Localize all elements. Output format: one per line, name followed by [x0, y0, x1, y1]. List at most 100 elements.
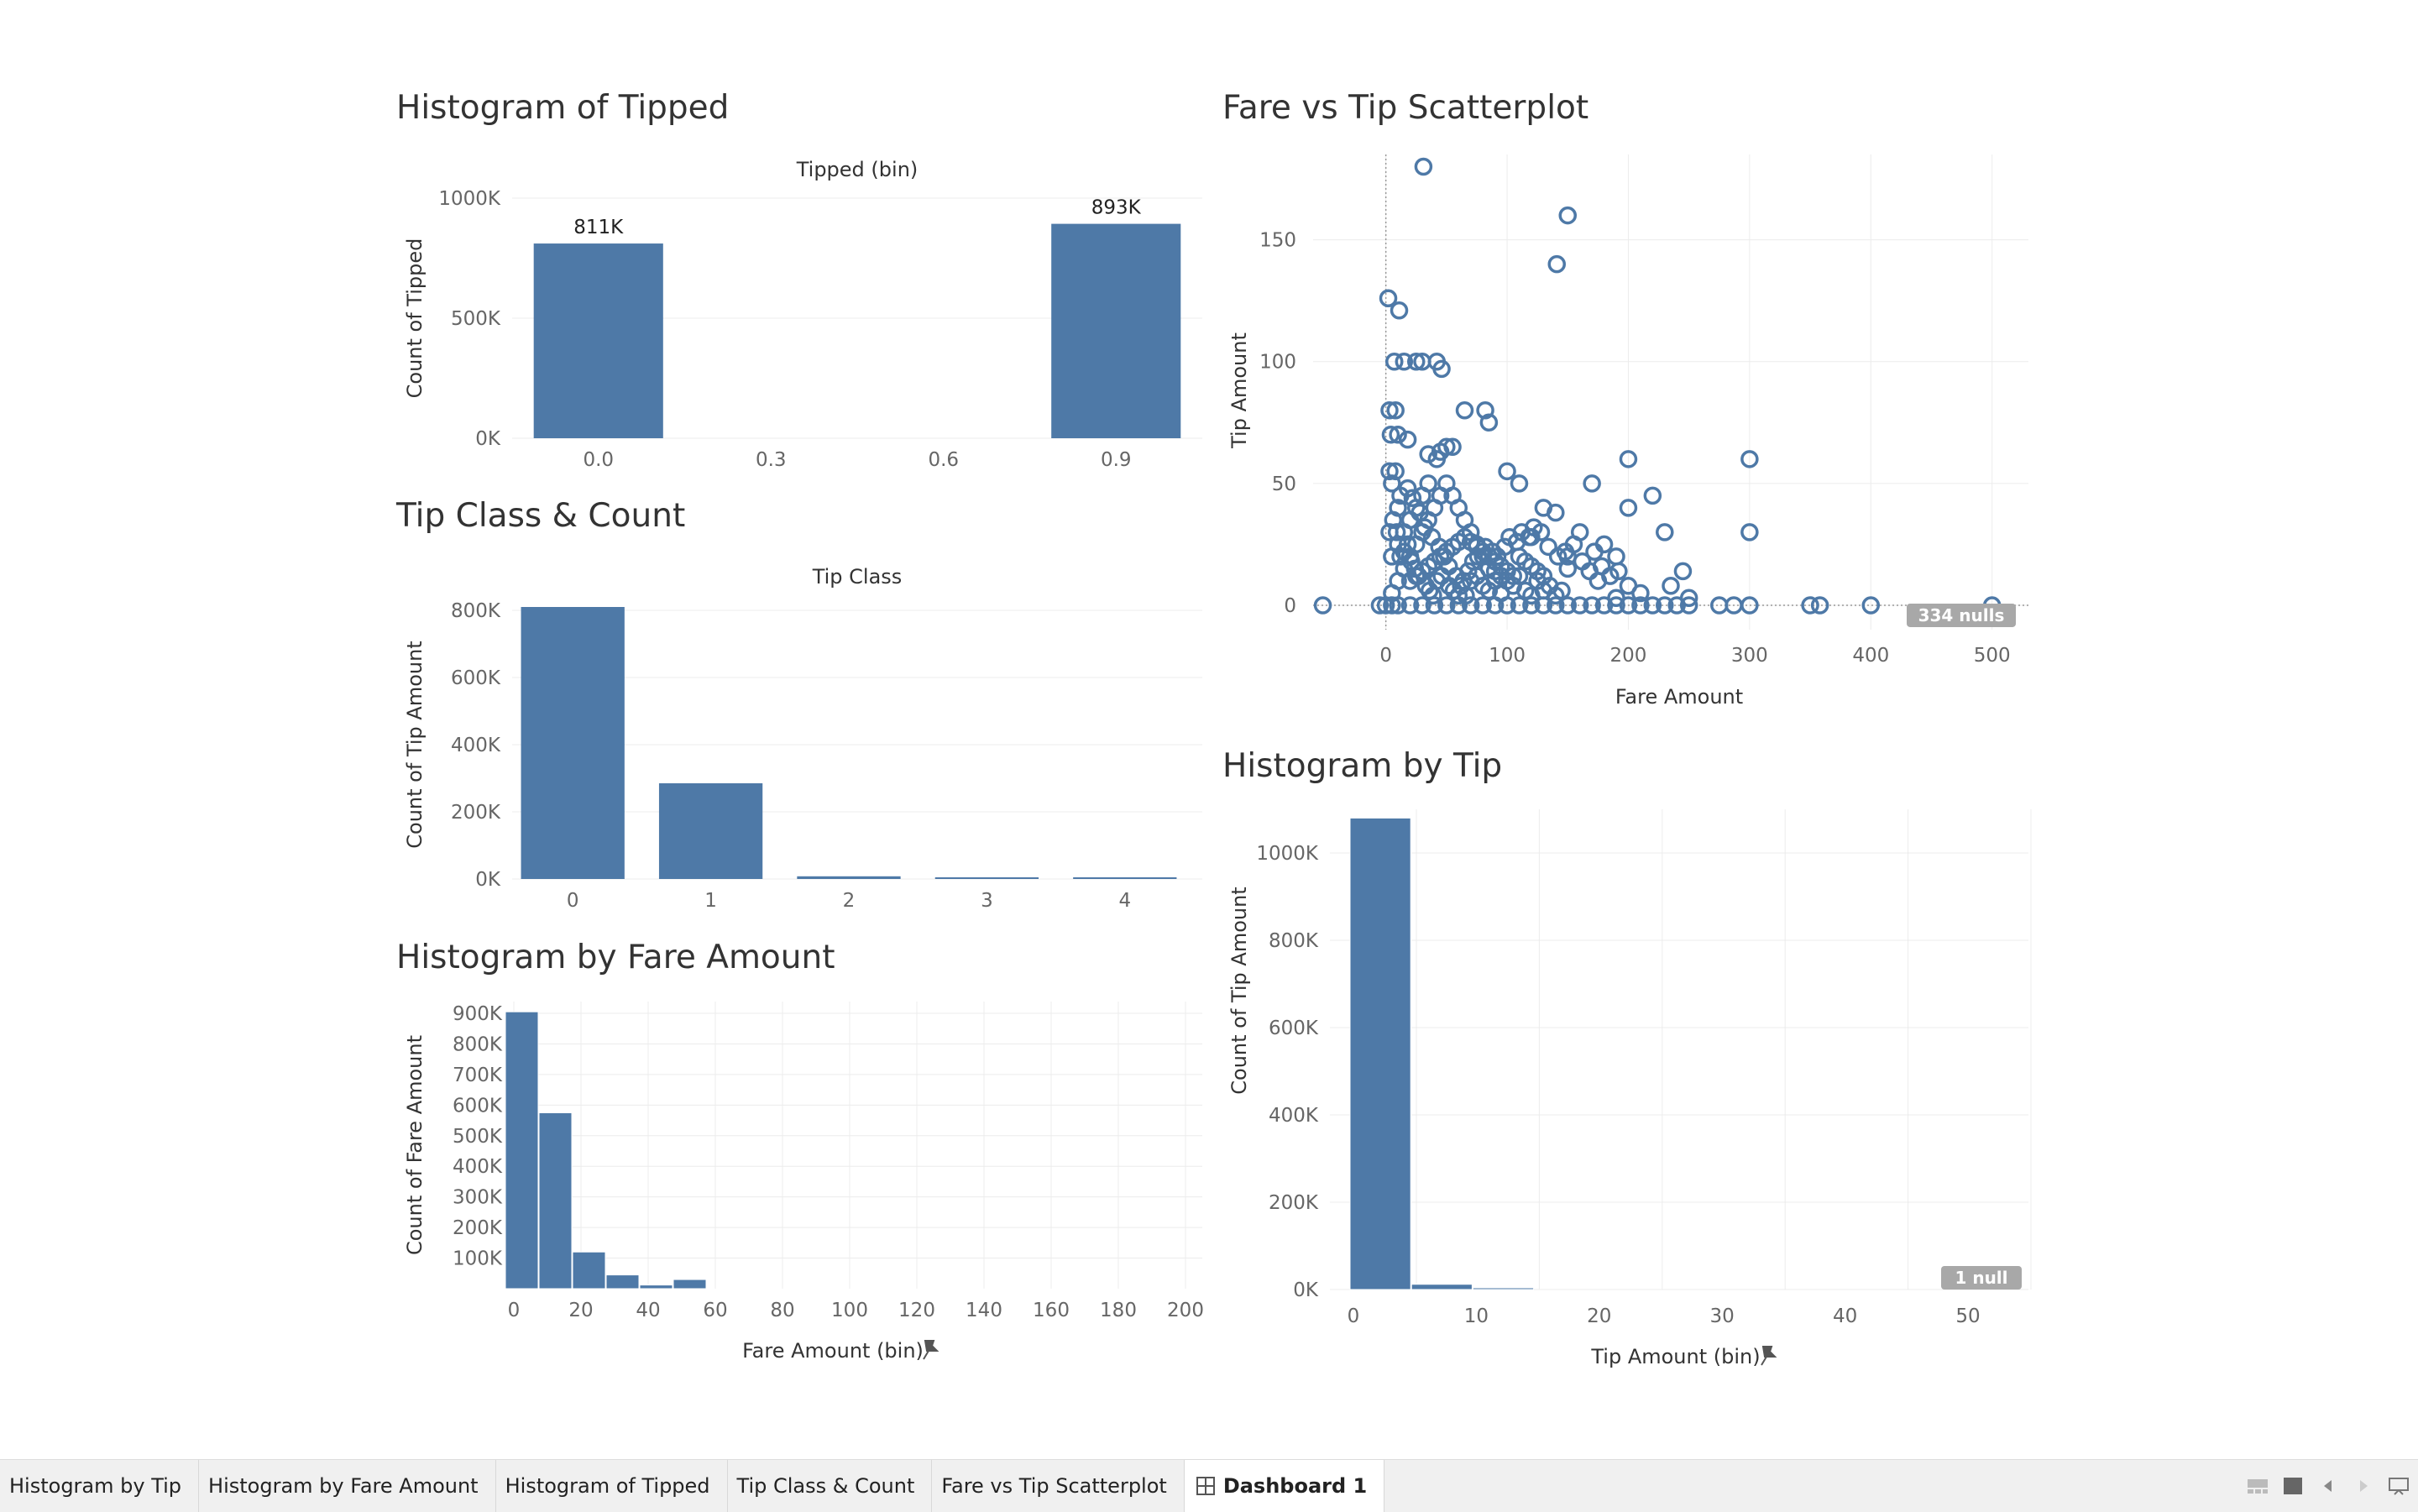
scatter-point [1861, 596, 1881, 615]
filmstrip-view-icon[interactable] [2247, 1475, 2269, 1497]
bar [605, 1274, 640, 1290]
scatter-point [1380, 401, 1399, 420]
scatter-point [1564, 535, 1583, 554]
scatter-point [1403, 489, 1422, 508]
x-tick-label: 40 [636, 1300, 660, 1321]
tab-histogram-by-tip[interactable]: Histogram by Tip [0, 1460, 200, 1512]
bar [1349, 817, 1411, 1290]
tab-dashboard-1[interactable]: Dashboard 1 [1184, 1460, 1385, 1512]
scatter-point [1510, 474, 1529, 493]
presentation-mode-icon[interactable] [2388, 1475, 2410, 1497]
tab-label: Histogram by Fare Amount [208, 1474, 479, 1498]
tab-histogram-of-tipped[interactable]: Histogram of Tipped [496, 1460, 728, 1512]
scatter-point [1386, 401, 1405, 420]
scatter-point [1643, 596, 1662, 615]
scatter-point [1381, 426, 1400, 444]
tab-label: Tip Class & Count [736, 1474, 915, 1498]
x-tick-label: 60 [703, 1300, 727, 1321]
y-tick-label: 200K [451, 802, 501, 824]
scatter-point [1547, 596, 1565, 615]
bar [639, 1284, 673, 1290]
status-bar-controls [2247, 1460, 2418, 1512]
scatter-point [1454, 572, 1473, 590]
y-tick-label: 0K [1293, 1279, 1319, 1301]
scatter-point [1679, 596, 1698, 615]
dashboard-grid-icon [1196, 1477, 1215, 1495]
scatter-point [1583, 474, 1601, 493]
scatter-point [1380, 462, 1399, 481]
x-tick-label: 100 [831, 1300, 868, 1321]
x-tick-label: 0.9 [1101, 449, 1132, 471]
scatter-point [1473, 596, 1492, 615]
null-badge-background [1907, 603, 2016, 627]
null-indicator-badge[interactable]: 1 null [1941, 1266, 2022, 1290]
bar [1051, 223, 1181, 438]
scatter-panel-title: Fare vs Tip Scatterplot [1222, 89, 1589, 127]
scatter-point [1386, 462, 1405, 481]
tipped-histogram-chart[interactable]: Tipped (bin) 0K 500K 1000K 811K 0.0 0.3 0.6 893K… [396, 151, 1206, 471]
tab-histogram-by-fare-amount[interactable]: Histogram by Fare Amount [199, 1460, 496, 1512]
fare-amount-histogram-chart[interactable]: 100K 200K 300K 400K 500K 600K 700K 800K 900K 0 20 4… [396, 995, 1206, 1377]
scatter-point [1385, 352, 1404, 371]
y-tick-label: 900K [453, 1003, 503, 1025]
tip-amount-histogram-chart[interactable]: 0K 200K 400K 600K 800K 1000K 0 10 20 30 40 50 1 null… [1222, 798, 2032, 1377]
x-tick-label: 120 [898, 1300, 935, 1321]
scatter-point [1437, 437, 1456, 457]
y-tick-label: 600K [453, 1095, 503, 1117]
x-tick-label: 400 [1852, 645, 1889, 667]
x-tick-label: 160 [1033, 1300, 1070, 1321]
x-tick-label: 0 [567, 890, 579, 912]
scatter-point [1656, 523, 1674, 541]
scatter-point [1313, 596, 1332, 615]
x-tick-label: 0.3 [756, 449, 787, 471]
bar [538, 1112, 573, 1290]
x-tick-label: 180 [1100, 1300, 1137, 1321]
scatter-point [1479, 581, 1499, 600]
scatter-point [1432, 359, 1451, 379]
x-tick-label: 500 [1974, 645, 2011, 667]
tab-label: Histogram by Tip [9, 1474, 182, 1498]
null-badge-background [1941, 1266, 2022, 1290]
tab-view-icon[interactable] [2282, 1475, 2304, 1497]
tip-hist-panel-title: Histogram by Tip [1222, 747, 1503, 785]
scatter-point [1463, 552, 1483, 571]
scatter-point [1400, 596, 1420, 615]
scatter-point [1387, 523, 1406, 541]
scatter-point [1406, 352, 1426, 371]
y-tick-label: 800K [1269, 930, 1319, 952]
y-tick-label: 200K [1269, 1192, 1319, 1214]
scatter-point [1383, 596, 1401, 615]
tip-class-bar-chart[interactable]: Tip Class 0K 200K 400K 600K 800K 0 1 2 3 4 Count of… [396, 558, 1206, 919]
x-tick-label: 0.0 [583, 449, 614, 471]
y-axis-title: Count of Tipped [403, 238, 427, 399]
scatter-point [1444, 581, 1463, 600]
x-axis-title: Tip Amount (bin) [1590, 1345, 1760, 1368]
x-tick-label: 0 [508, 1300, 521, 1321]
scatter-point [1539, 537, 1557, 557]
scatter-point [1398, 479, 1417, 498]
x-tick-label: 200 [1167, 1300, 1204, 1321]
scatter-point [1534, 499, 1553, 517]
scatter-point [1413, 596, 1431, 615]
scatter-point [1558, 559, 1578, 578]
scatter-point [1619, 450, 1638, 468]
tab-fare-vs-tip-scatterplot[interactable]: Fare vs Tip Scatterplot [932, 1460, 1185, 1512]
next-sheet-icon[interactable] [2353, 1475, 2374, 1497]
y-tick-label: 400K [453, 1156, 503, 1178]
scatter-point [1607, 589, 1625, 608]
y-tick-label: 600K [1269, 1018, 1319, 1039]
scatter-point [1370, 596, 1390, 615]
y-tick-label: 500K [451, 308, 501, 330]
x-tick-label: 140 [966, 1300, 1002, 1321]
scatter-point [1414, 157, 1433, 176]
bar [533, 243, 663, 438]
null-indicator-badge[interactable]: 334 nulls [1907, 603, 2016, 627]
y-tick-label: 200K [453, 1217, 503, 1239]
x-tick-label: 4 [1118, 890, 1131, 912]
y-tick-label: 50 [1272, 473, 1296, 495]
tab-tip-class-count[interactable]: Tip Class & Count [728, 1460, 933, 1512]
scatter-point [1662, 577, 1680, 595]
previous-sheet-icon[interactable] [2317, 1475, 2339, 1497]
fare-vs-tip-scatterplot[interactable]: 0 50 100 150 0 100 200 300 400 500 334 nulls Fare A… [1222, 143, 2028, 722]
scatter-point [1558, 206, 1578, 225]
